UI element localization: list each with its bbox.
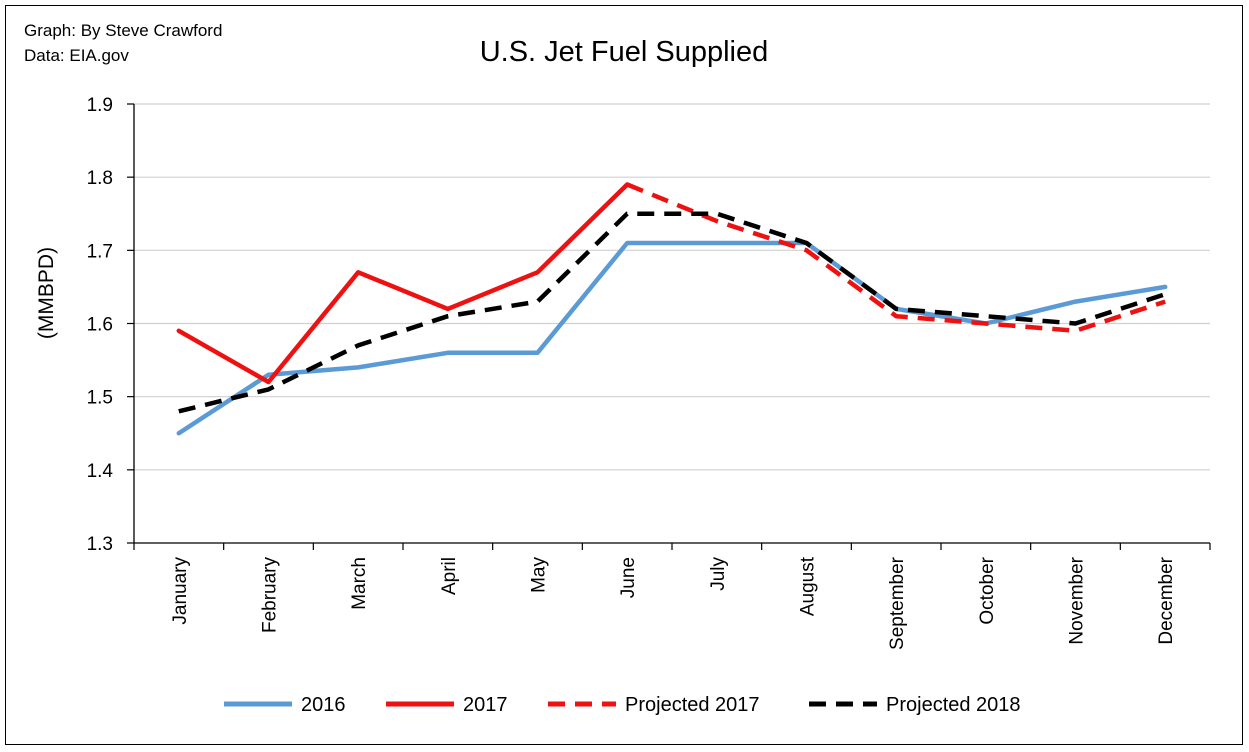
x-tick-label: June xyxy=(618,557,639,598)
legend: 2016 2017 Projected 2017 Projected 2018 xyxy=(224,694,1021,716)
credit-source: Data: EIA.gov xyxy=(24,46,129,65)
series-line-projected-2018 xyxy=(178,211,1166,414)
x-tick-label: February xyxy=(260,557,281,634)
x-tick-label: December xyxy=(1156,556,1177,644)
tick-labels: 1.3 1.4 1.5 1.6 1.7 1.8 1.9 January February Marc… xyxy=(87,95,1178,650)
credit-author: Graph: By Steve Crawford xyxy=(24,21,223,40)
x-tick-label: September xyxy=(887,556,908,650)
x-tick-label: August xyxy=(798,556,819,616)
x-tick-label: October xyxy=(977,556,998,624)
y-tick-label: 1.7 xyxy=(87,241,113,262)
x-tick-label: January xyxy=(170,557,191,625)
y-tick-label: 1.8 xyxy=(87,168,113,189)
y-tick-label: 1.6 xyxy=(87,315,113,336)
series-line-2017 xyxy=(176,182,630,385)
chart-frame xyxy=(5,5,1243,745)
x-tick-label: July xyxy=(708,557,729,591)
x-tick-label: March xyxy=(349,557,370,610)
legend-label: Projected 2017 xyxy=(625,694,760,716)
gridlines xyxy=(134,103,1210,471)
legend-label: 2017 xyxy=(463,694,508,716)
legend-label: 2016 xyxy=(301,694,346,716)
y-tick-label: 1.9 xyxy=(87,95,113,116)
y-tick-label: 1.3 xyxy=(87,534,113,555)
series-line-projected-2017 xyxy=(626,182,1166,334)
x-tick-label: November xyxy=(1067,556,1088,644)
y-axis-label: (MMBPD) xyxy=(35,247,58,339)
axes xyxy=(127,103,1211,550)
chart-credit: Graph: By Steve Crawford Data: EIA.gov xyxy=(24,18,222,68)
series-lines xyxy=(176,182,1168,436)
legend-label: Projected 2018 xyxy=(886,694,1021,716)
y-tick-label: 1.4 xyxy=(87,461,114,482)
chart-title: U.S. Jet Fuel Supplied xyxy=(480,36,769,68)
y-tick-label: 1.5 xyxy=(87,388,113,409)
series-line-2016 xyxy=(176,240,1168,436)
x-tick-label: May xyxy=(529,557,550,593)
x-tick-label: April xyxy=(439,557,460,595)
